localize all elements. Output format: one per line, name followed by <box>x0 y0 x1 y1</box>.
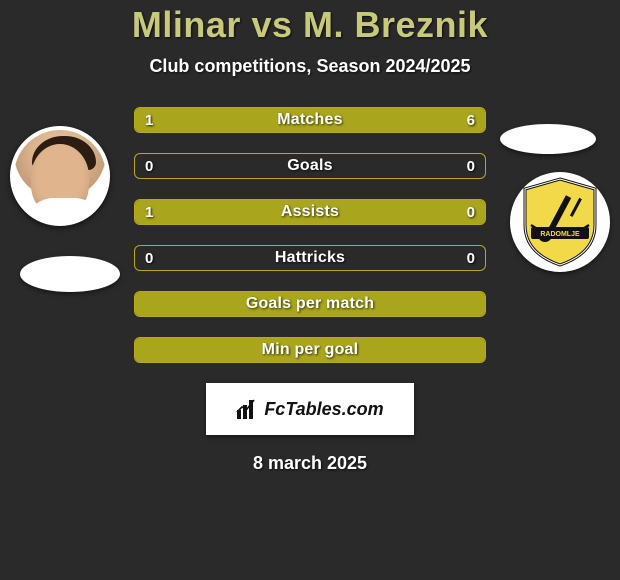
stat-label: Matches <box>135 108 485 132</box>
brand-text: FcTables.com <box>264 399 383 420</box>
title-vs: vs <box>251 4 292 45</box>
player2-team-badge: RADOMLJE <box>510 172 610 272</box>
comparison-card: Mlinar vs M. Breznik Club competitions, … <box>0 0 620 474</box>
generated-date: 8 march 2025 <box>0 453 620 474</box>
brand-card: FcTables.com <box>206 383 414 435</box>
stat-row: Goals per match <box>134 291 486 317</box>
stat-row: Min per goal <box>134 337 486 363</box>
stat-label: Min per goal <box>135 338 485 362</box>
player2-confederation-pill <box>500 124 596 154</box>
title-player1: Mlinar <box>132 4 241 45</box>
stat-bars: 16Matches 00Goals 10Assists 00Hattricks Goal… <box>134 107 486 363</box>
player1-confederation-pill <box>20 256 120 292</box>
stat-row: 00Goals <box>134 153 486 179</box>
chart-icon <box>236 398 258 420</box>
stat-row: 10Assists <box>134 199 486 225</box>
stat-row: 00Hattricks <box>134 245 486 271</box>
subtitle: Club competitions, Season 2024/2025 <box>0 56 620 77</box>
stat-label: Hattricks <box>135 246 485 270</box>
stat-label: Goals <box>135 154 485 178</box>
page-title: Mlinar vs M. Breznik <box>0 4 620 46</box>
title-player2: M. Breznik <box>303 4 488 45</box>
stat-label: Assists <box>135 200 485 224</box>
shield-icon: RADOMLJE <box>521 177 599 267</box>
stat-row: 16Matches <box>134 107 486 133</box>
svg-text:RADOMLJE: RADOMLJE <box>540 231 580 238</box>
player1-avatar <box>10 126 110 226</box>
stat-label: Goals per match <box>135 292 485 316</box>
